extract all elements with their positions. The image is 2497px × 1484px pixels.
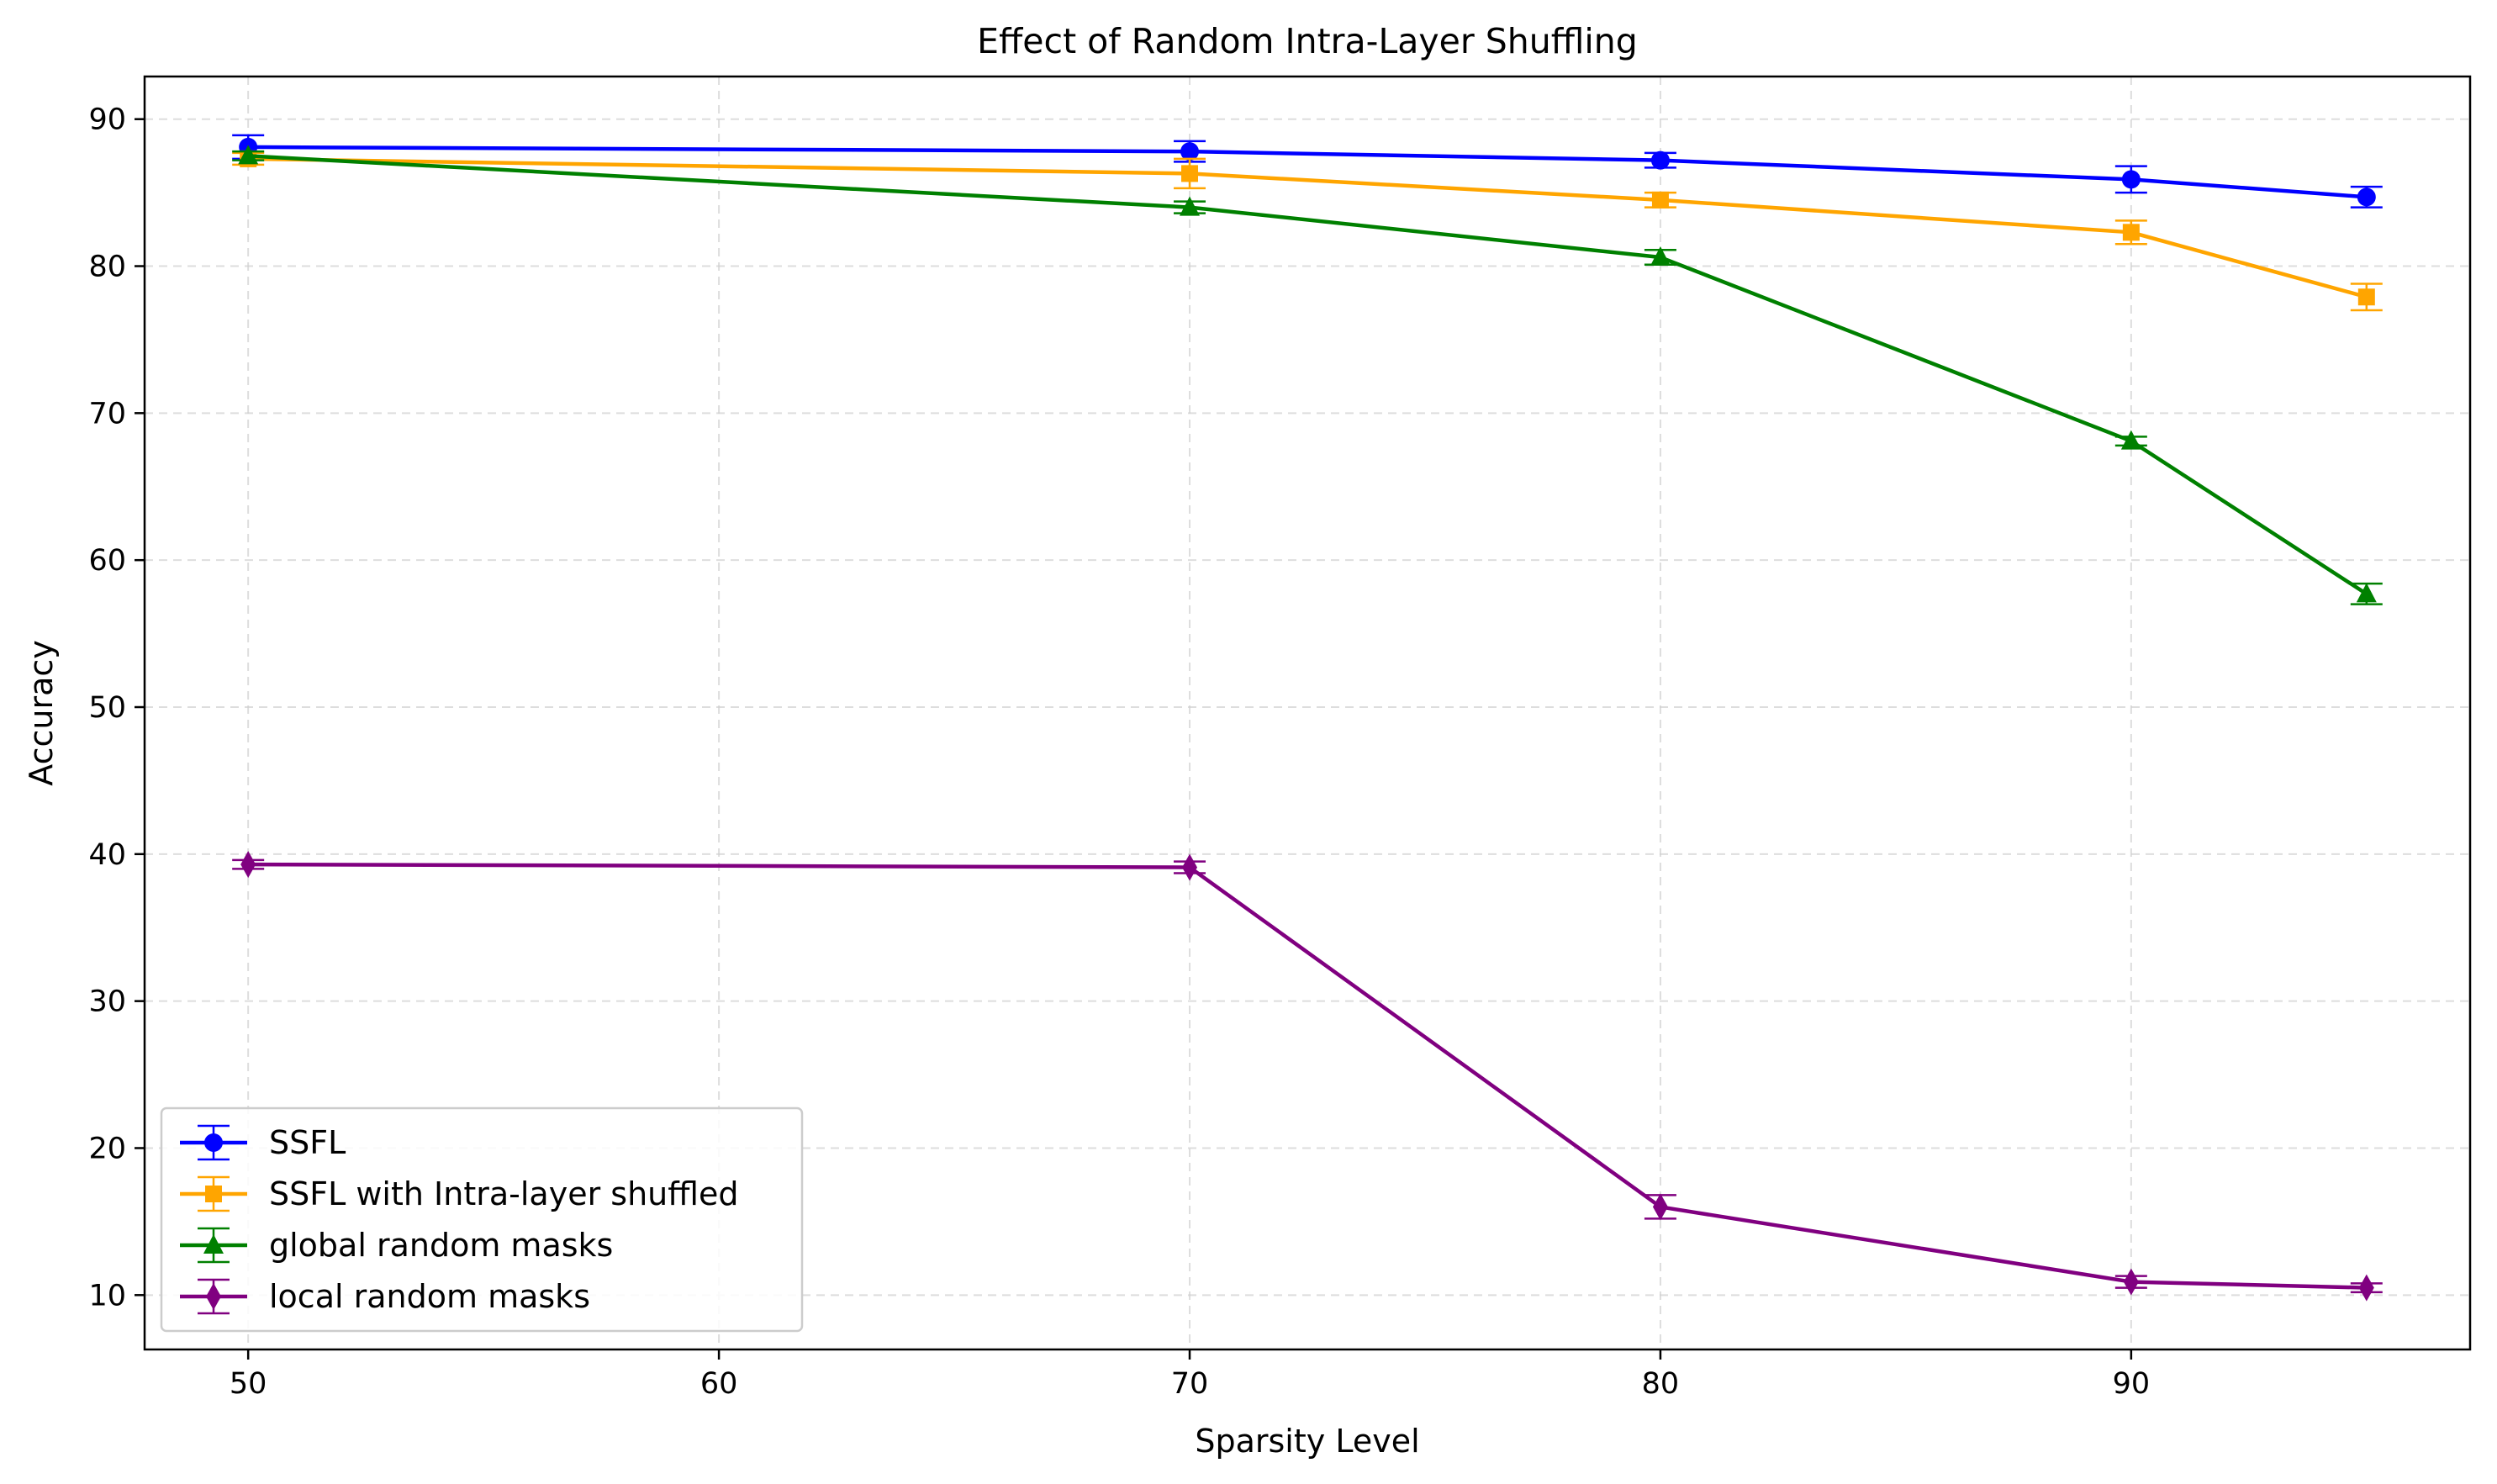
series-global-random-masks: [232, 145, 2383, 605]
legend-marker: [203, 1234, 224, 1254]
plot-frame: [143, 75, 2472, 1351]
series-line: [248, 156, 2368, 299]
x-tick-label: 50: [230, 1367, 267, 1401]
y-tick-label: 40: [88, 838, 126, 872]
tick-layer: 50 60 70 80 90 10 20 30 40 50 60 70 80 90: [88, 103, 2150, 1401]
y-tick-label: 30: [88, 985, 126, 1019]
data-point: [2358, 1274, 2374, 1302]
x-tick-label: 60: [700, 1367, 738, 1401]
data-point: [1650, 151, 1670, 170]
y-tick-label: 80: [88, 251, 126, 284]
legend-marker: [206, 1283, 221, 1310]
legend-label: SSFL with Intra-layer shuffled: [269, 1175, 738, 1212]
data-point: [2121, 170, 2141, 189]
x-tick-label: 70: [1171, 1367, 1209, 1401]
series-line: [248, 154, 2368, 596]
data-point: [2122, 224, 2140, 241]
data-point: [1652, 1193, 1668, 1221]
data-point: [1180, 196, 1201, 216]
data-point: [240, 851, 256, 879]
legend-box: [160, 1106, 804, 1333]
data-point: [1651, 191, 1669, 209]
data-point: [2357, 187, 2376, 207]
legend-marker: [205, 1186, 222, 1202]
series-local-random-masks: [232, 851, 2383, 1302]
y-tick-label: 60: [88, 544, 126, 578]
legend: SSFL SSFL with Intra-layer shuffled global…: [160, 1106, 804, 1333]
data-point: [1180, 142, 1200, 161]
legend-entry: global random masks: [180, 1227, 613, 1264]
y-axis-label: Accuracy: [23, 640, 60, 786]
series-layer: [232, 134, 2383, 1302]
legend-entry: SSFL with Intra-layer shuffled: [180, 1175, 738, 1212]
y-tick-label: 10: [88, 1279, 126, 1312]
legend-label: local random masks: [269, 1278, 590, 1315]
data-point: [1182, 853, 1198, 881]
data-point: [1650, 246, 1671, 267]
legend-label: SSFL: [269, 1124, 346, 1161]
legend-marker: [204, 1133, 223, 1152]
y-tick-label: 90: [88, 103, 126, 137]
y-tick-label: 70: [88, 397, 126, 430]
chart-title: Effect of Random Intra-Layer Shuffling: [977, 21, 1638, 61]
data-point: [238, 145, 259, 165]
x-tick-label: 90: [2113, 1367, 2151, 1401]
x-axis-label: Sparsity Level: [1195, 1423, 1419, 1460]
data-point: [2357, 288, 2375, 306]
data-point: [1181, 165, 1199, 182]
data-point: [2120, 430, 2141, 450]
legend-entry: SSFL: [180, 1124, 346, 1161]
legend-label: global random masks: [269, 1227, 613, 1264]
data-point: [2356, 583, 2377, 603]
legend-entry: local random masks: [180, 1278, 590, 1315]
y-tick-label: 20: [88, 1132, 126, 1165]
x-tick-label: 80: [1642, 1367, 1680, 1401]
data-point: [2123, 1268, 2139, 1296]
y-tick-label: 50: [88, 691, 126, 725]
